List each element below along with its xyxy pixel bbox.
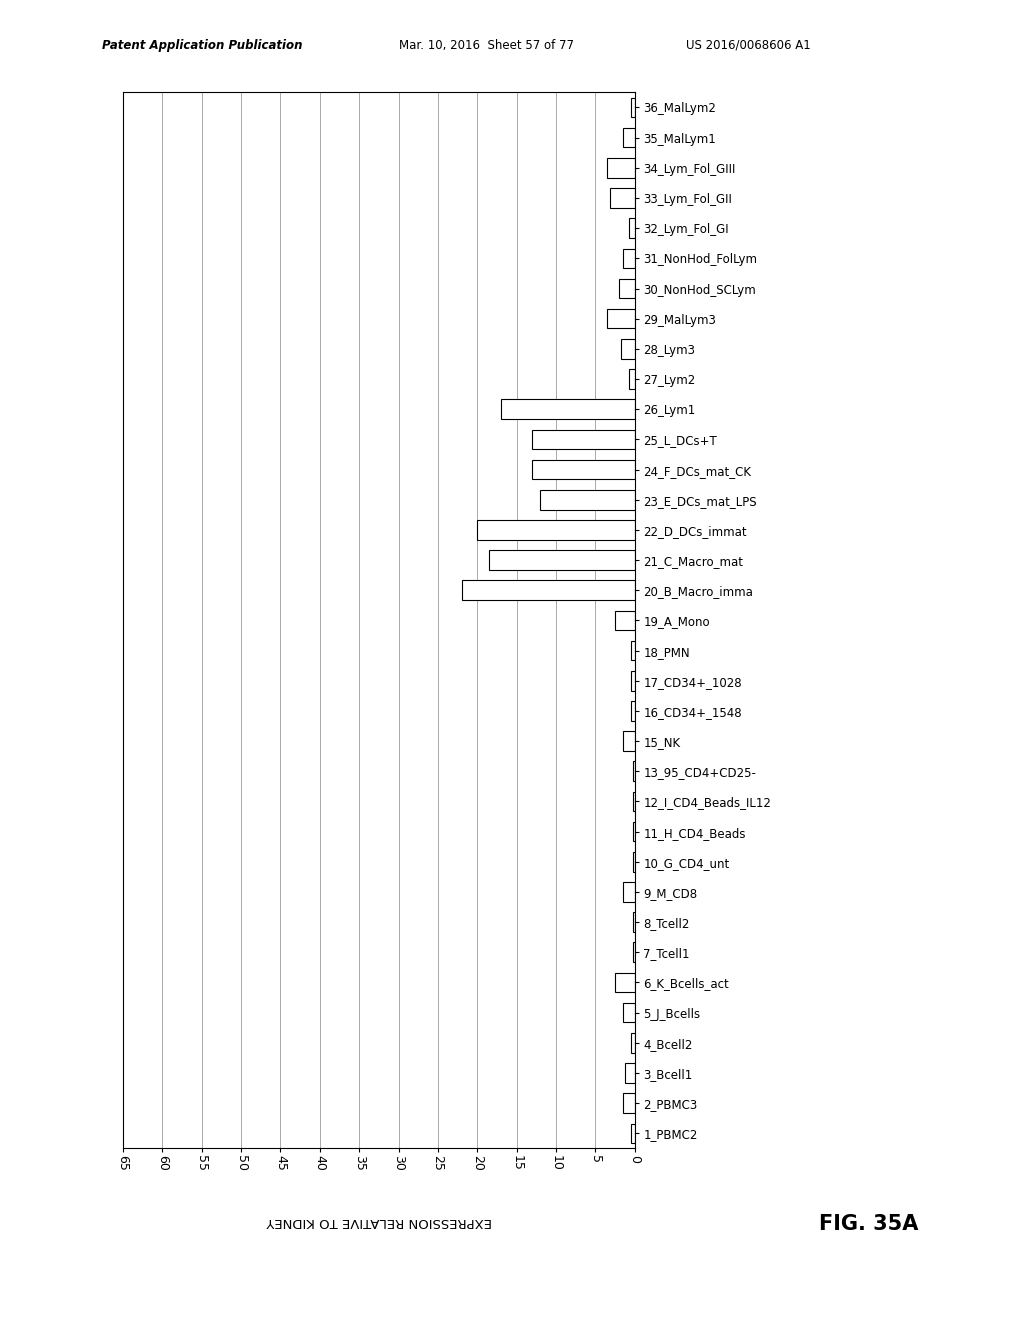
Bar [532,459,635,479]
Bar [607,309,635,329]
Bar [629,370,635,389]
Bar [620,279,635,298]
Bar [631,671,635,690]
Bar [631,1123,635,1143]
Text: Mar. 10, 2016  Sheet 57 of 77: Mar. 10, 2016 Sheet 57 of 77 [399,38,574,51]
Bar [633,851,635,871]
Text: Patent Application Publication: Patent Application Publication [102,38,303,51]
Bar [615,973,635,993]
Bar [609,189,635,207]
Bar [623,882,635,902]
Bar [489,550,635,570]
Text: US 2016/0068606 A1: US 2016/0068606 A1 [686,38,811,51]
Bar [631,640,635,660]
Bar [623,731,635,751]
Bar [633,822,635,841]
Bar [633,792,635,812]
Bar [631,98,635,117]
Bar [623,1093,635,1113]
Text: EXPRESSION RELATIVE TO KIDNEY: EXPRESSION RELATIVE TO KIDNEY [266,1214,492,1228]
Bar [477,520,635,540]
Bar [633,762,635,781]
Bar [621,339,635,359]
Bar [633,942,635,962]
Bar [607,158,635,178]
Bar [629,218,635,238]
Bar [462,581,635,601]
Bar [626,1063,635,1082]
Bar [623,1003,635,1023]
Bar [623,128,635,148]
Bar [631,1034,635,1052]
Bar [623,248,635,268]
Bar [501,400,635,418]
Bar [532,429,635,449]
Bar [633,912,635,932]
Bar [631,701,635,721]
Bar [541,490,635,510]
Text: FIG. 35A: FIG. 35A [819,1214,919,1234]
Bar [615,611,635,630]
